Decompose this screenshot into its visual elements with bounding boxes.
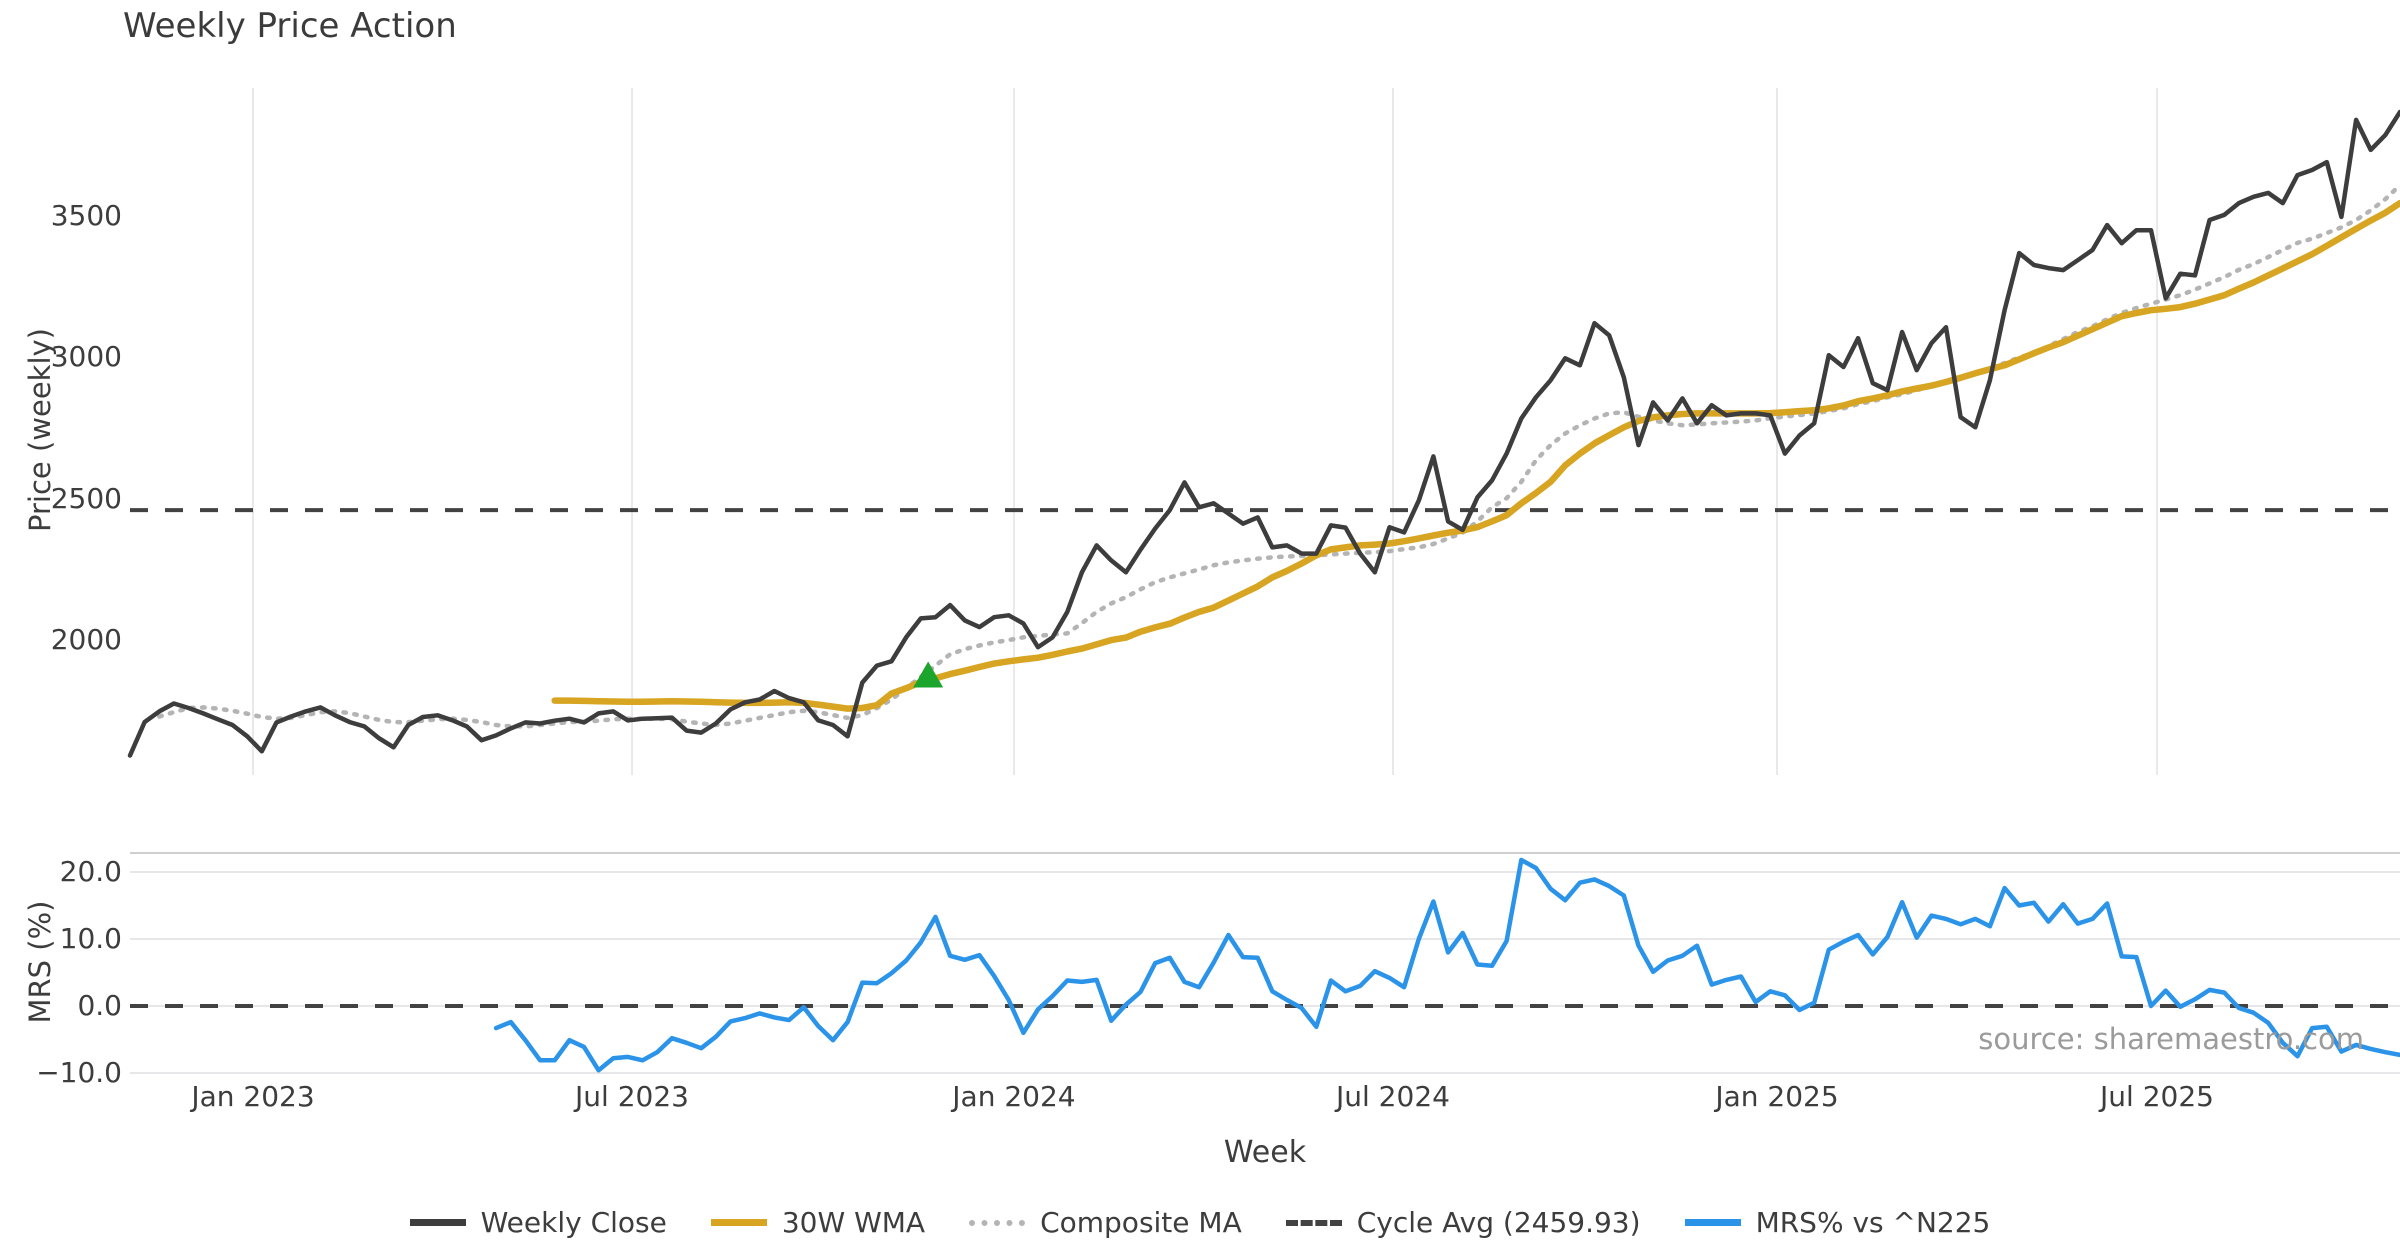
x-tick: Jul 2023	[575, 1080, 689, 1113]
legend-item: Composite MA	[969, 1206, 1242, 1239]
chart-legend: Weekly Close 30W WMA Composite MA Cycle Avg…	[0, 1206, 2400, 1239]
legend-item: MRS% vs ^N225	[1684, 1206, 1991, 1239]
legend-dashed-line-icon	[1285, 1219, 1342, 1226]
legend-label: MRS% vs ^N225	[1755, 1206, 1991, 1239]
legend-dotted-line-icon	[969, 1219, 1026, 1226]
chart-title: Weekly Price Action	[123, 6, 457, 46]
weekly-close-line	[127, 109, 2400, 758]
legend-label: Cycle Avg (2459.93)	[1356, 1206, 1641, 1239]
legend-label: Composite MA	[1040, 1206, 1242, 1239]
mrs-ytick: 20.0	[59, 855, 122, 889]
legend-solid-line-icon	[409, 1219, 466, 1226]
x-tick: Jan 2023	[191, 1080, 315, 1113]
wma-line	[551, 199, 2400, 712]
legend-solid-line-icon	[710, 1219, 767, 1226]
x-axis-label: Week	[1223, 1135, 1307, 1170]
x-tick: Jan 2025	[1715, 1080, 1839, 1113]
legend-item: Weekly Close	[409, 1206, 667, 1239]
legend-label: 30W WMA	[781, 1206, 926, 1239]
mrs-line	[493, 857, 2400, 1073]
mrs-ytick: 10.0	[59, 922, 122, 955]
price-ytick: 3000	[50, 340, 122, 374]
x-tick: Jan 2024	[952, 1080, 1076, 1113]
legend-label: Weekly Close	[480, 1206, 667, 1239]
x-tick: Jul 2025	[2100, 1080, 2214, 1113]
price-ytick: 2500	[50, 481, 122, 515]
mrs-axis-label: MRS (%)	[23, 900, 57, 1024]
legend-solid-line-icon	[1684, 1219, 1741, 1226]
composite-ma-line	[157, 182, 2400, 729]
price-ytick: 2000	[50, 623, 122, 657]
price-axis-label: Price (weekly)	[23, 328, 57, 533]
price-ytick: 3500	[50, 199, 122, 233]
x-tick: Jul 2024	[1336, 1080, 1450, 1113]
mrs-ytick: 0.0	[77, 989, 122, 1022]
legend-item: 30W WMA	[710, 1206, 926, 1239]
source-watermark: source: sharemaestro.com	[1978, 1022, 2364, 1056]
mrs-ytick: −10.0	[36, 1055, 122, 1089]
legend-item: Cycle Avg (2459.93)	[1285, 1206, 1641, 1239]
buy-signal-triangle-icon	[913, 661, 944, 688]
